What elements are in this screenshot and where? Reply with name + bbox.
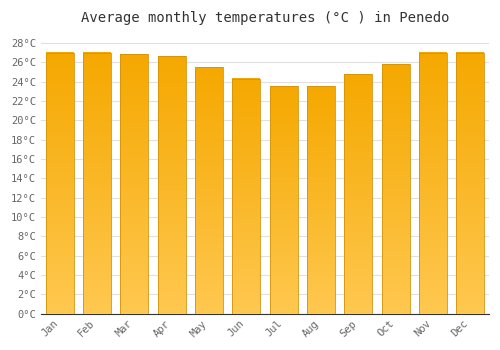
Title: Average monthly temperatures (°C ) in Penedo: Average monthly temperatures (°C ) in Pe… xyxy=(80,11,449,25)
Bar xyxy=(232,79,260,314)
Bar xyxy=(419,52,447,314)
Bar xyxy=(120,55,148,314)
Bar xyxy=(382,64,409,314)
Bar xyxy=(195,67,223,314)
Bar xyxy=(456,52,484,314)
Bar xyxy=(307,86,335,314)
Bar xyxy=(83,52,111,314)
Bar xyxy=(270,86,297,314)
Bar xyxy=(46,52,74,314)
Bar xyxy=(344,74,372,314)
Bar xyxy=(158,56,186,314)
